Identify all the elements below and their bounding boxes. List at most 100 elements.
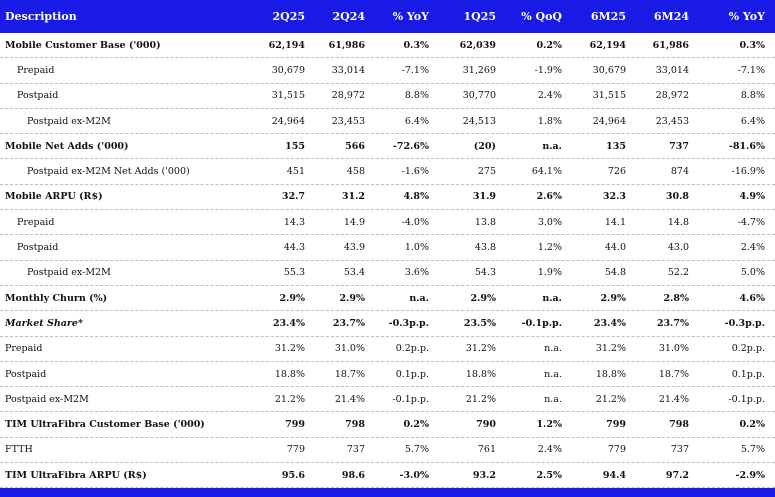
row-value: 21.2%	[595, 393, 626, 405]
row-value: 31.2%	[465, 343, 496, 355]
row-value: 458	[346, 166, 365, 178]
row-value: -0.3p.p.	[724, 317, 765, 329]
row-value: -7.1%	[401, 64, 429, 76]
row-label: Postpaid ex-M2M	[5, 393, 89, 405]
row-value: 5.0%	[740, 267, 765, 279]
row-value: 8.8%	[740, 90, 765, 102]
row-value: 790	[476, 419, 496, 431]
row-value: 18.8%	[465, 368, 496, 380]
table-row: Postpaid 31,515 28,972 8.8% 30,770 2.4% 31,515…	[0, 84, 775, 109]
row-value: 2.6%	[536, 191, 562, 203]
row-value: -2.9%	[735, 469, 766, 481]
row-value: 31,515	[592, 90, 626, 102]
row-value: 23,453	[331, 115, 365, 127]
row-value: 1.8%	[537, 115, 562, 127]
row-value: 779	[286, 444, 305, 456]
header-2q24: 2Q24	[332, 10, 365, 23]
row-value: 52.2	[667, 267, 689, 279]
row-value: n.a.	[542, 292, 562, 304]
header-6m24: 6M24	[653, 10, 689, 23]
row-value: 21.2%	[274, 393, 305, 405]
table-row: Prepaid 31.2% 31.0% 0.2p.p. 31.2% n.a. 31.2% 31…	[0, 337, 775, 362]
row-value: 43.8	[474, 242, 496, 254]
row-label: Postpaid	[17, 242, 59, 254]
row-label: FTTH	[5, 444, 33, 456]
row-value: 31.2%	[595, 343, 626, 355]
row-value: n.a.	[544, 343, 562, 355]
row-value: 31.9	[472, 191, 496, 203]
row-value: 43.0	[667, 242, 689, 254]
table-row: Postpaid ex-M2M 21.2% 21.4% -0.1p.p. 21.2% n.…	[0, 387, 775, 413]
row-value: 798	[669, 419, 689, 431]
row-value: 55.3	[283, 267, 305, 279]
row-label: TIM UltraFibra ARPU (R$)	[5, 469, 147, 481]
row-value: 44.3	[283, 242, 305, 254]
table-row: Postpaid ex-M2M 55.3 53.4 3.6% 54.3 1.9% 54.8 5…	[0, 261, 775, 286]
table-row: Postpaid 18.8% 18.7% 0.1p.p. 18.8% n.a. 18.8% 1…	[0, 362, 775, 388]
row-value: 23.7%	[332, 317, 365, 329]
header-qoq: % QoQ	[521, 10, 562, 23]
row-value: 798	[345, 419, 365, 431]
row-value: n.a.	[544, 393, 562, 405]
row-value: 97.2	[665, 469, 689, 481]
row-value: 1.0%	[404, 242, 429, 254]
row-value: 14.1	[604, 216, 626, 228]
row-value: 95.6	[281, 469, 305, 481]
row-value: 1.9%	[537, 267, 562, 279]
row-label: Prepaid	[17, 64, 55, 76]
row-value: -1.6%	[401, 166, 429, 178]
row-value: -0.3p.p.	[388, 317, 429, 329]
table-row: Prepaid 14.3 14.9 -4.0% 13.8 3.0% 14.1 14.8 -4.7…	[0, 210, 775, 236]
row-value: 3.6%	[404, 267, 429, 279]
row-value: 61,986	[328, 39, 365, 51]
table-row: Mobile Net Adds ('000) 155 566 -72.6% (20) n.…	[0, 134, 775, 160]
row-value: 155	[285, 140, 305, 152]
row-value: 5.7%	[740, 444, 765, 456]
row-value: -0.1p.p.	[392, 393, 429, 405]
table-row: Prepaid 30,679 33,014 -7.1% 31,269 -1.9% 30,67…	[0, 58, 775, 84]
header-description: Description	[5, 10, 77, 23]
row-value: 18.8%	[274, 368, 305, 380]
row-value: (20)	[473, 140, 496, 152]
table-row: Market Share* 23.4% 23.7% -0.3p.p. 23.5% -0.1…	[0, 311, 775, 337]
table-header: Description 2Q25 2Q24 % YoY 1Q25 % QoQ 6…	[0, 0, 775, 33]
row-label: Mobile Customer Base ('000)	[5, 39, 161, 51]
table-row: Postpaid ex-M2M 24,964 23,453 6.4% 24,513 1.8…	[0, 109, 775, 135]
table-row: Postpaid ex-M2M Net Adds ('000) 451 458 -1.…	[0, 159, 775, 185]
row-value: 54.8	[604, 267, 626, 279]
row-value: 2.4%	[740, 242, 765, 254]
footer-bar	[0, 488, 775, 497]
header-6m25: 6M25	[590, 10, 626, 23]
row-value: 62,194	[268, 39, 305, 51]
header-2q25: 2Q25	[272, 10, 305, 23]
row-value: 18.7%	[334, 368, 365, 380]
table-row: Postpaid 44.3 43.9 1.0% 43.8 1.2% 44.0 43.0 2.4%	[0, 235, 775, 261]
row-label: Market Share*	[5, 317, 83, 329]
row-label: Mobile ARPU (R$)	[5, 191, 103, 203]
row-value: 33,014	[331, 64, 365, 76]
row-value: 0.3%	[403, 39, 429, 51]
row-label: Postpaid ex-M2M Net Adds ('000)	[27, 166, 190, 178]
row-value: 64.1%	[531, 166, 562, 178]
row-value: -3.0%	[399, 469, 430, 481]
row-value: 135	[606, 140, 626, 152]
row-value: 0.1p.p.	[731, 368, 765, 380]
row-value: 0.3%	[739, 39, 765, 51]
row-value: 31.0%	[334, 343, 365, 355]
row-value: 23.4%	[272, 317, 305, 329]
row-value: 32.3	[602, 191, 626, 203]
row-value: 21.4%	[334, 393, 365, 405]
row-label: Monthly Churn (%)	[5, 292, 108, 304]
table-row: TIM UltraFibra Customer Base ('000) 799 79…	[0, 412, 775, 438]
row-value: 23.7%	[656, 317, 689, 329]
header-1q25: 1Q25	[463, 10, 496, 23]
row-value: 737	[669, 140, 689, 152]
row-value: 23,453	[655, 115, 689, 127]
row-value: 2.9%	[600, 292, 626, 304]
row-label: Postpaid	[5, 368, 47, 380]
row-label: Postpaid ex-M2M	[27, 115, 111, 127]
row-label: TIM UltraFibra Customer Base ('000)	[5, 419, 205, 431]
row-value: 62,039	[459, 39, 496, 51]
row-value: 799	[606, 419, 626, 431]
row-value: -0.1p.p.	[521, 317, 562, 329]
